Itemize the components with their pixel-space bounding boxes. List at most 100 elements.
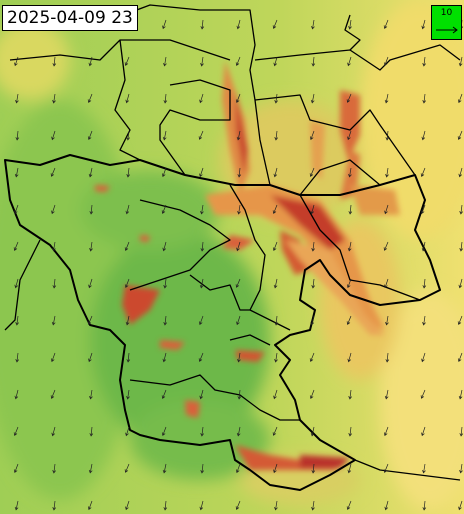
wind-arrow: [50, 352, 56, 363]
wind-arrow: [422, 500, 427, 511]
wind-arrow: [125, 204, 130, 215]
wind-arrow: [161, 204, 167, 214]
wind-arrow: [458, 389, 463, 400]
wind-arrow: [125, 315, 130, 326]
wind-arrow: [457, 352, 463, 363]
wind-arrow: [89, 241, 93, 252]
wind-arrow: [162, 241, 167, 252]
wind-arrow: [52, 241, 56, 252]
wind-arrow: [14, 278, 19, 289]
wind-arrows: [13, 19, 464, 511]
wind-arrow: [273, 56, 278, 67]
wind-arrow: [311, 19, 315, 30]
wind-arrow: [311, 278, 316, 289]
wind-arrow: [383, 19, 389, 29]
wind-arrow: [88, 278, 93, 289]
wind-arrow: [124, 278, 130, 289]
wind-arrow: [88, 352, 93, 363]
wind-arrow: [13, 463, 19, 474]
wind-arrow: [347, 130, 352, 141]
wind-arrow: [51, 315, 56, 326]
wind-arrow: [162, 463, 167, 474]
wind-arrow: [50, 167, 56, 177]
wind-arrow: [162, 352, 167, 363]
wind-arrow: [236, 241, 241, 252]
wind-arrow: [124, 241, 130, 251]
wind-arrow: [235, 500, 241, 510]
wind-arrow: [50, 389, 56, 399]
wind-arrow: [309, 130, 315, 141]
wind-arrow: [51, 204, 56, 215]
wind-arrow: [311, 463, 316, 474]
wind-arrow: [198, 352, 204, 362]
wind-arrow: [274, 130, 279, 141]
wind-arrow: [87, 130, 93, 141]
wind-arrow: [311, 241, 315, 252]
wind-arrow: [236, 426, 241, 437]
wind-arrow: [15, 315, 19, 326]
wind-arrow: [309, 167, 315, 177]
wind-arrow: [200, 241, 205, 252]
wind-arrow: [87, 315, 93, 325]
wind-arrow: [14, 56, 19, 67]
wind-arrow: [236, 315, 241, 326]
wind-arrow: [237, 352, 241, 363]
wind-arrow: [200, 204, 204, 215]
wind-arrow: [420, 389, 426, 399]
wind-arrow: [200, 19, 205, 30]
wind-arrow: [385, 167, 389, 178]
wind-arrow: [235, 463, 241, 474]
wind-arrow: [348, 204, 353, 215]
wind-arrow: [273, 167, 278, 178]
wind-arrow: [273, 278, 278, 289]
wind-arrow: [459, 204, 464, 215]
timestamp: 2025-04-09 23: [2, 5, 138, 31]
wind-arrow: [237, 389, 242, 400]
wind-arrow: [348, 167, 352, 178]
wind-arrow: [311, 56, 316, 67]
wind-arrow: [52, 93, 56, 104]
legend-label: 10: [440, 8, 453, 18]
wind-arrow: [124, 56, 130, 66]
wind-arrow: [14, 500, 19, 511]
wind-arrow: [421, 352, 426, 363]
wind-arrow: [384, 278, 389, 289]
wind-arrow: [383, 463, 389, 473]
wind-arrow: [236, 19, 241, 30]
wind-arrow: [274, 500, 278, 511]
wind-arrow: [51, 130, 56, 141]
wind-arrow: [384, 204, 389, 215]
wind-arrow: [384, 93, 389, 104]
wind-arrow: [384, 389, 389, 400]
wind-arrow: [310, 204, 315, 215]
wind-arrow: [348, 19, 352, 30]
wind-arrow: [457, 93, 463, 104]
wind-arrow: [459, 426, 464, 437]
wind-arrow: [51, 426, 56, 437]
wind-arrow: [347, 352, 352, 363]
wind-arrow: [422, 463, 426, 474]
wind-arrow: [421, 241, 426, 252]
wind-arrow: [459, 241, 464, 252]
wind-arrow: [310, 93, 315, 104]
wind-arrow: [457, 130, 463, 140]
wind-arrow: [125, 500, 130, 511]
wind-arrow: [346, 500, 352, 510]
wind-arrow: [421, 426, 426, 437]
wind-arrow: [422, 278, 427, 289]
wind-arrow: [124, 463, 130, 473]
wind-arrow: [459, 463, 463, 474]
wind-arrow: [125, 426, 130, 437]
wind-arrow: [311, 500, 315, 511]
wind-arrow: [458, 167, 463, 178]
wind-arrow: [273, 463, 278, 474]
wind-arrow: [52, 56, 57, 67]
wind-arrow: [199, 500, 204, 511]
wind-arrow: [385, 352, 390, 363]
wind-arrow: [198, 130, 204, 140]
wind-arrow: [52, 500, 57, 511]
wind-arrow: [272, 19, 278, 29]
wind-arrow: [200, 56, 204, 67]
